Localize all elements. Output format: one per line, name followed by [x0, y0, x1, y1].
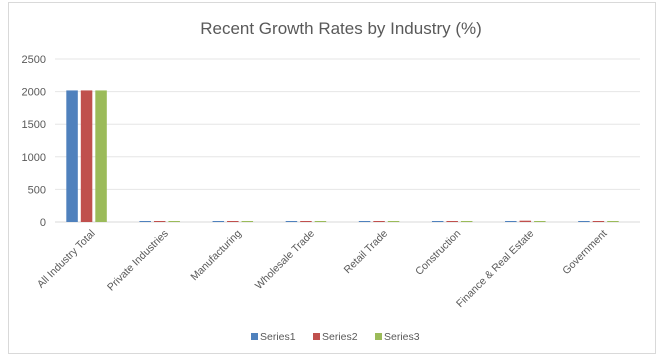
bar-series1 [431, 221, 444, 222]
bar-series1 [285, 221, 298, 222]
bar-series1 [139, 221, 151, 222]
bars [66, 90, 619, 223]
bar-series3 [168, 221, 180, 222]
category-label: All Industry Total [35, 228, 98, 291]
bar-series2 [592, 221, 605, 222]
bar-series3 [241, 221, 254, 222]
legend: Series1 Series2 Series3 [251, 331, 420, 343]
legend-label: Series2 [322, 331, 358, 343]
y-tick-label: 1000 [22, 152, 46, 164]
legend-swatch [375, 333, 382, 340]
category-label: Manufacturing [188, 228, 244, 284]
bar-series3 [534, 221, 546, 222]
bar-series1 [578, 221, 590, 222]
bar-series2 [153, 221, 166, 222]
bar-series2 [446, 221, 458, 222]
y-tick-label: 0 [40, 217, 46, 229]
bar-series2 [227, 221, 239, 222]
chart-area [8, 2, 656, 354]
chart-title: Recent Growth Rates by Industry (%) [200, 19, 482, 38]
bar-series3 [460, 221, 473, 222]
category-label: Private Industries [105, 228, 171, 294]
y-tick-label: 2000 [22, 87, 46, 99]
bar-series1 [212, 221, 225, 222]
bar-series2 [519, 220, 532, 222]
category-label: Construction [413, 228, 463, 278]
y-tick-label: 500 [28, 184, 46, 196]
category-label: Finance & Real Estate [454, 228, 536, 310]
category-label: Government [560, 228, 609, 277]
legend-swatch [251, 333, 258, 340]
y-tick-label: 2500 [22, 54, 46, 66]
category-label: Wholesale Trade [253, 228, 317, 292]
legend-swatch [313, 333, 320, 340]
bar-series1 [358, 221, 371, 222]
bar-series2 [300, 221, 312, 222]
bar-series3 [607, 221, 619, 222]
category-label: Retail Trade [342, 228, 391, 277]
bar-series1 [505, 221, 517, 222]
y-tick-label: 1500 [22, 119, 46, 131]
legend-label: Series1 [260, 331, 296, 343]
bar-series2 [80, 90, 93, 223]
bar-series3 [387, 221, 400, 222]
gridlines [55, 58, 640, 223]
legend-label: Series3 [384, 331, 420, 343]
x-axis-labels: All Industry Total Private Industries Manu… [35, 228, 610, 310]
bar-series3 [95, 90, 107, 223]
y-axis-ticks: 0 500 1000 1500 2000 2500 [22, 54, 46, 229]
bar-series2 [373, 221, 385, 222]
bar-series3 [314, 221, 327, 222]
bar-series1 [66, 90, 78, 223]
